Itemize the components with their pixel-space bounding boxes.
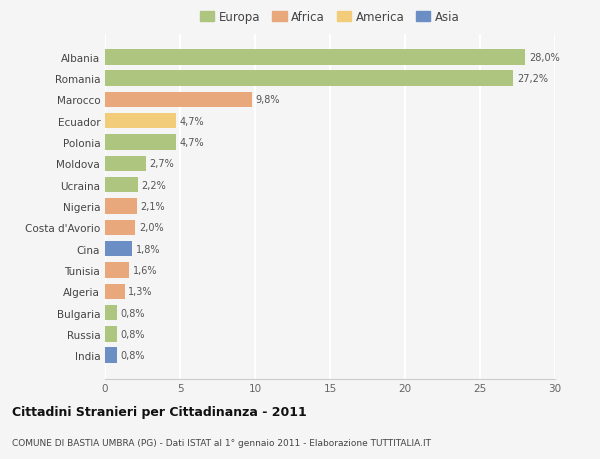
Bar: [105, 178, 138, 193]
Bar: [105, 157, 146, 172]
Bar: [105, 326, 117, 342]
Bar: [105, 199, 137, 214]
Bar: [105, 263, 129, 278]
Text: 2,1%: 2,1%: [140, 202, 165, 212]
Bar: [105, 241, 132, 257]
Bar: [105, 50, 525, 65]
Text: 0,8%: 0,8%: [121, 329, 145, 339]
Text: 0,8%: 0,8%: [121, 350, 145, 360]
Text: 1,3%: 1,3%: [128, 286, 153, 297]
Bar: [105, 284, 125, 299]
Text: 1,8%: 1,8%: [136, 244, 160, 254]
Text: 4,7%: 4,7%: [179, 117, 204, 127]
Text: COMUNE DI BASTIA UMBRA (PG) - Dati ISTAT al 1° gennaio 2011 - Elaborazione TUTTI: COMUNE DI BASTIA UMBRA (PG) - Dati ISTAT…: [12, 438, 431, 447]
Text: 28,0%: 28,0%: [529, 53, 560, 63]
Bar: [105, 305, 117, 320]
Text: Cittadini Stranieri per Cittadinanza - 2011: Cittadini Stranieri per Cittadinanza - 2…: [12, 405, 307, 419]
Text: 2,2%: 2,2%: [142, 180, 167, 190]
Bar: [105, 135, 176, 151]
Text: 2,0%: 2,0%: [139, 223, 163, 233]
Bar: [105, 71, 513, 87]
Text: 2,7%: 2,7%: [149, 159, 174, 169]
Text: 1,6%: 1,6%: [133, 265, 157, 275]
Bar: [105, 220, 135, 235]
Text: 4,7%: 4,7%: [179, 138, 204, 148]
Bar: [105, 114, 176, 129]
Text: 9,8%: 9,8%: [256, 95, 280, 105]
Text: 27,2%: 27,2%: [517, 74, 548, 84]
Text: 0,8%: 0,8%: [121, 308, 145, 318]
Bar: [105, 93, 252, 108]
Bar: [105, 348, 117, 363]
Legend: Europa, Africa, America, Asia: Europa, Africa, America, Asia: [200, 11, 460, 24]
